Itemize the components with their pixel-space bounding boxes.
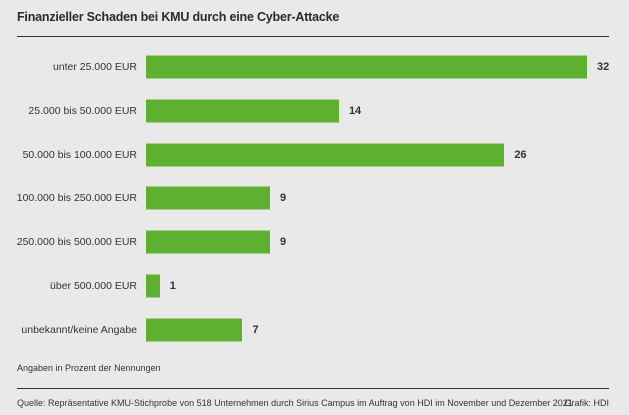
value-label: 26 (514, 148, 527, 161)
value-label: 1 (169, 280, 176, 292)
bar (146, 274, 160, 298)
value-label: 7 (252, 323, 259, 336)
category-label: über 500.000 EUR (50, 280, 137, 292)
title-divider (17, 36, 609, 37)
value-label: 32 (597, 61, 610, 73)
bar (146, 143, 505, 167)
category-label: unbekannt/keine Angabe (21, 323, 137, 336)
bar (146, 186, 271, 210)
footer-divider (17, 388, 609, 389)
category-label: 100.000 bis 250.000 EUR (16, 192, 137, 205)
value-label: 9 (280, 192, 287, 205)
category-label: unter 25.000 EUR (52, 61, 137, 73)
category-label: 250.000 bis 500.000 EUR (16, 236, 137, 249)
category-label: 25.000 bis 50.000 EUR (28, 104, 137, 117)
bar (146, 230, 271, 254)
chart-title: Finanzieller Schaden bei KMU durch eine … (17, 10, 340, 24)
bar (146, 99, 339, 123)
value-label: 9 (280, 236, 287, 249)
bar (146, 318, 243, 342)
value-label: 14 (348, 104, 362, 117)
chart-note: Angaben in Prozent der Nennungen (17, 363, 161, 373)
category-label: 50.000 bis 100.000 EUR (22, 148, 137, 161)
credit-text: Grafik: HDI (564, 398, 609, 408)
bar (146, 55, 587, 79)
source-text: Quelle: Repräsentative KMU-Stichprobe vo… (17, 398, 573, 408)
